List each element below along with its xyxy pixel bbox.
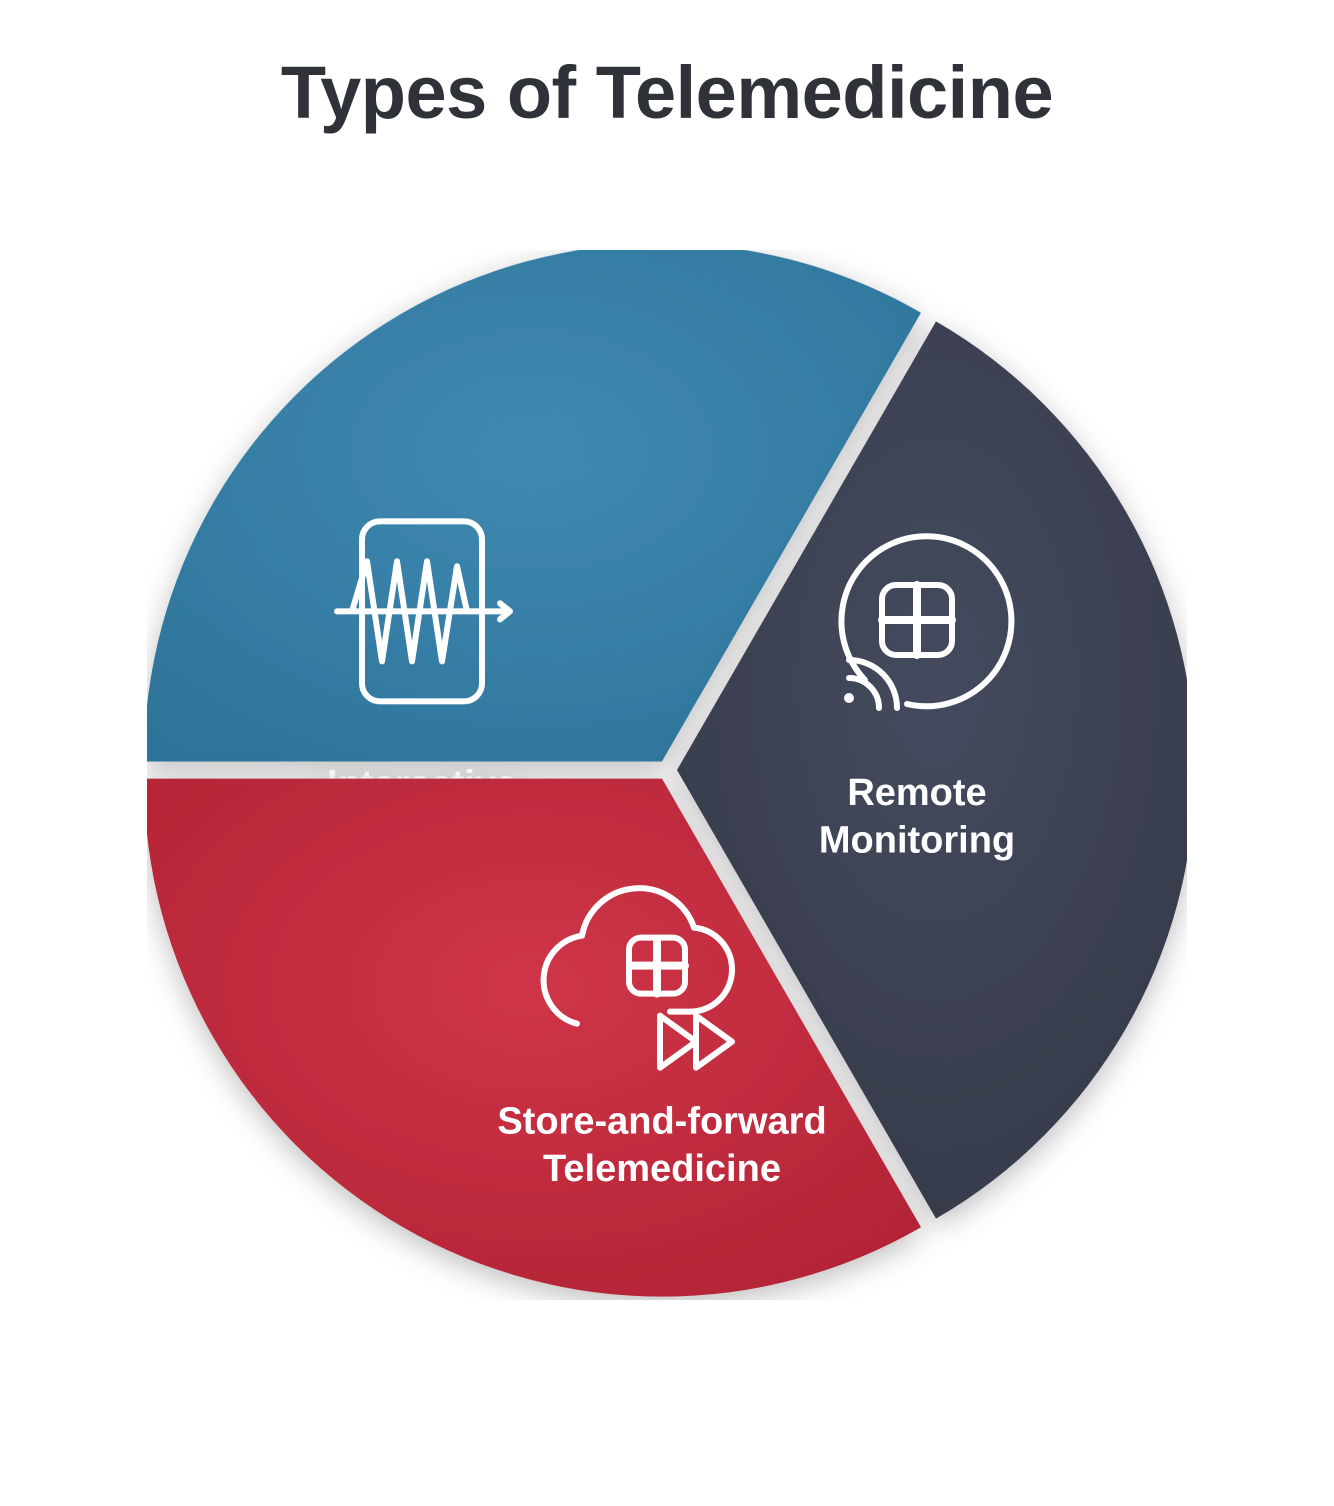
slice-label-store-line2: Telemedicine [543,1148,781,1190]
slice-label-remote-line1: Remote [847,772,986,814]
page-title: Types of Telemedicine [0,50,1334,135]
slice-label-store-line1: Store-and-forward [497,1101,826,1143]
infographic-container: Types of Telemedicine InteractiveTelemed… [0,0,1334,1506]
pie-chart: InteractiveTelemedicine RemoteMonitoring… [147,250,1187,1300]
slice-label-remote-line2: Monitoring [819,820,1015,862]
